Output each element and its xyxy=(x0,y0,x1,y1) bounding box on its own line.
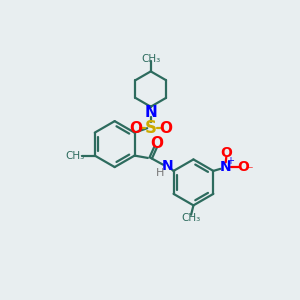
Text: N: N xyxy=(220,160,232,174)
Text: H: H xyxy=(156,168,164,178)
Text: O: O xyxy=(220,146,232,160)
Text: O: O xyxy=(160,121,172,136)
Text: +: + xyxy=(226,156,234,166)
Text: CH₃: CH₃ xyxy=(181,213,200,223)
Text: ⁻: ⁻ xyxy=(247,164,253,177)
Text: O: O xyxy=(151,136,164,151)
Text: S: S xyxy=(145,119,157,137)
Text: CH₃: CH₃ xyxy=(65,151,85,160)
Text: N: N xyxy=(162,159,174,173)
Text: O: O xyxy=(237,160,249,174)
Text: N: N xyxy=(144,104,157,119)
Text: CH₃: CH₃ xyxy=(141,54,161,64)
Text: O: O xyxy=(129,121,142,136)
